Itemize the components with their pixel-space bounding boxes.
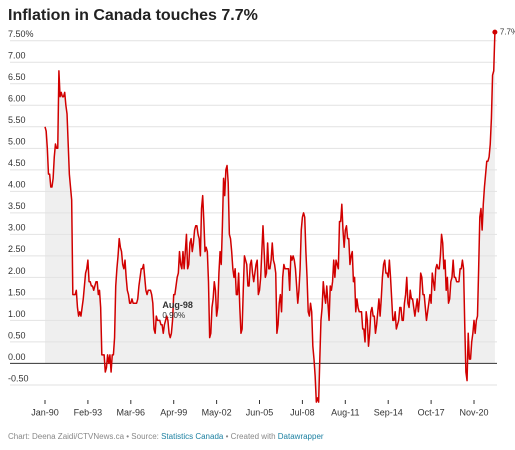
y-tick-label: 7.00	[8, 51, 26, 61]
line	[44, 32, 496, 403]
y-tick-label: 6.50	[8, 72, 26, 82]
x-tick-label: Jun-05	[246, 407, 274, 417]
tool-link[interactable]: Datawrapper	[277, 432, 324, 441]
y-tick-label: 7.50%	[8, 29, 34, 39]
x-tick-label: Oct-17	[418, 407, 445, 417]
x-tick-label: Aug-11	[331, 407, 359, 417]
y-tick-label: 6.00	[8, 94, 26, 104]
x-tick-label: Nov-20	[460, 407, 489, 417]
y-tick-label: 0.50	[8, 330, 26, 340]
footer: Chart: Deena Zaidi/CTVNews.ca • Source: …	[8, 432, 324, 441]
x-tick-label: May-02	[202, 407, 232, 417]
y-tick-label: 4.50	[8, 158, 26, 168]
x-tick-label: Feb-93	[74, 407, 103, 417]
y-tick-label: 1.50	[8, 287, 26, 297]
y-tick-label: 3.00	[8, 223, 26, 233]
x-tick-label: Mar-96	[117, 407, 146, 417]
y-tick-label: 5.00	[8, 137, 26, 147]
chart: Inflation in Canada touches 7.7% -0.50 0.…	[8, 7, 515, 417]
y-tick-label: 5.50	[8, 115, 26, 125]
annotation-label: Aug-98	[162, 300, 193, 310]
y-tick-label: 2.50	[8, 244, 26, 254]
source-link[interactable]: Statistics Canada	[161, 432, 224, 441]
y-tick-label: 1.00	[8, 309, 26, 319]
y-tick-label: -0.50	[8, 373, 29, 383]
annotation-value: 0.90%	[162, 311, 185, 320]
y-tick-label: 0.00	[8, 352, 26, 362]
end-point	[492, 29, 498, 35]
footer-text: • Created with	[225, 432, 276, 441]
y-tick-label: 2.00	[8, 266, 26, 276]
x-tick-label: Sep-14	[374, 407, 403, 417]
x-tick-label: Jul-08	[290, 407, 315, 417]
x-tick-label: Jan-90	[31, 407, 59, 417]
y-tick-label: 3.50	[8, 201, 26, 211]
end-label: 7.7%	[500, 27, 515, 36]
chart-title: Inflation in Canada touches 7.7%	[8, 7, 258, 24]
footer-text: Chart: Deena Zaidi/CTVNews.ca • Source:	[8, 432, 159, 441]
y-tick-label: 4.00	[8, 180, 26, 190]
x-tick-label: Apr-99	[160, 407, 187, 417]
area	[45, 32, 495, 403]
